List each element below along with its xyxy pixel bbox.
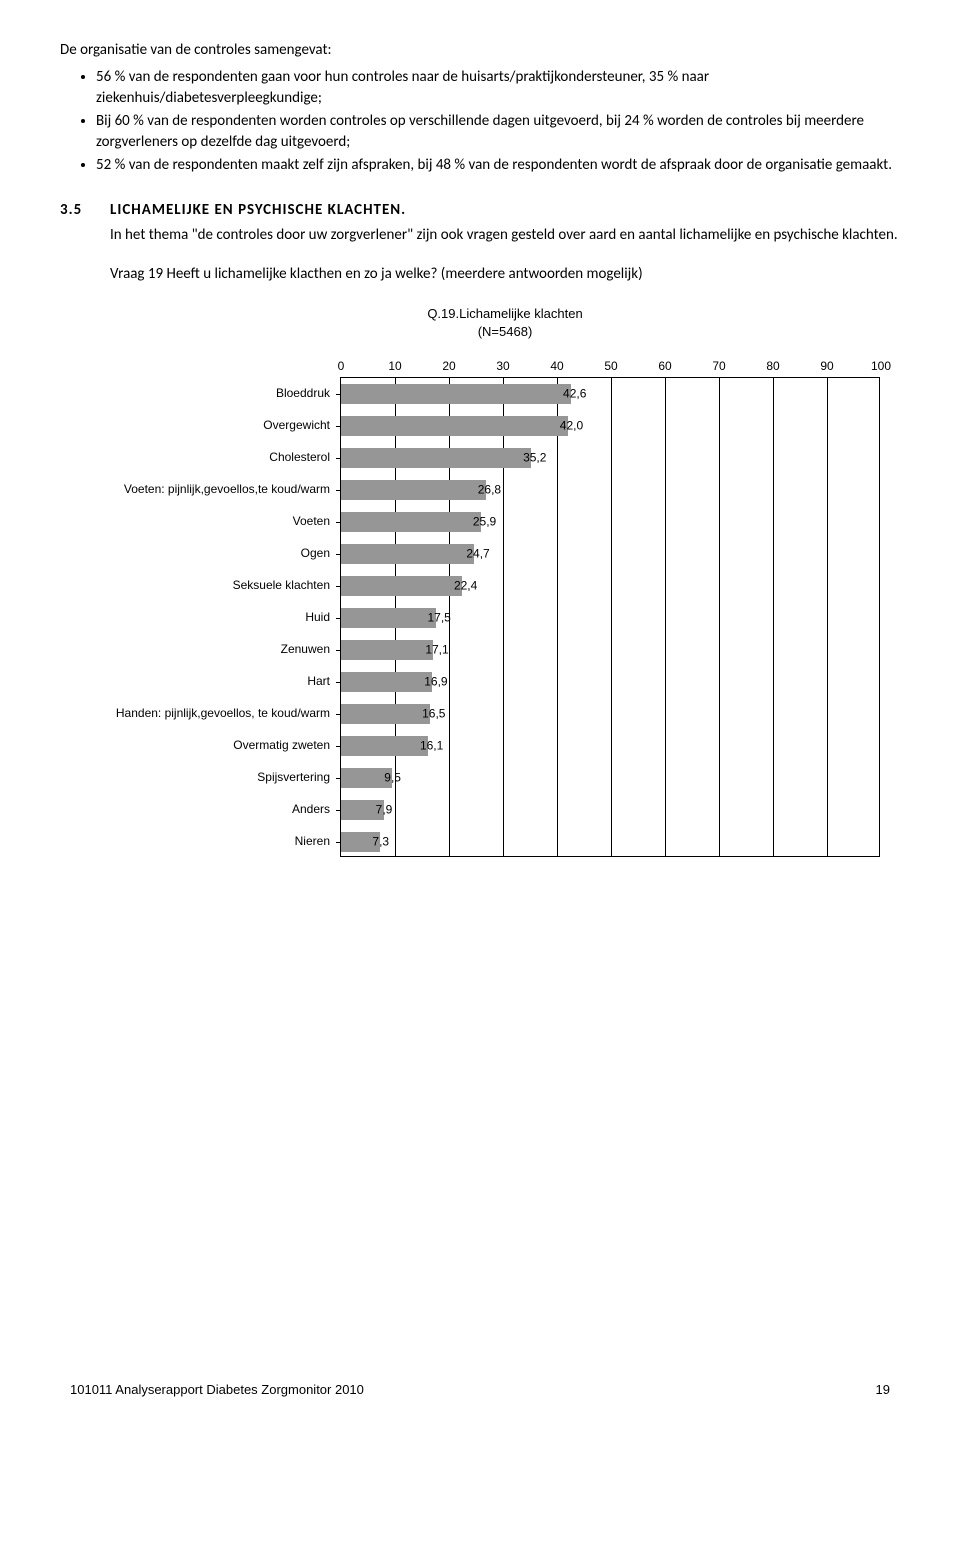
gridline — [665, 378, 666, 856]
bar-value-label: 16,5 — [422, 706, 445, 723]
bar-value-label: 17,1 — [425, 642, 448, 659]
bar-label: Hart — [110, 665, 330, 697]
bar-label: Voeten — [110, 505, 330, 537]
section-title: LICHAMELIJKE EN PSYCHISCHE KLACHTEN. — [110, 200, 406, 221]
section-number: 3.5 — [60, 200, 110, 221]
bar-label: Overmatig zweten — [110, 729, 330, 761]
x-tick-label: 0 — [338, 358, 345, 375]
bar: 7,9 — [341, 800, 384, 820]
bar-label: Nieren — [110, 825, 330, 857]
bar: 35,2 — [341, 448, 531, 468]
bar-value-label: 26,8 — [478, 482, 501, 499]
gridline — [611, 378, 612, 856]
chart-title: Q.19.Lichamelijke klachten (N=5468) — [110, 305, 900, 341]
bar: 16,1 — [341, 736, 428, 756]
intro-text: De organisatie van de controles samengev… — [60, 40, 900, 61]
bar-value-label: 16,9 — [424, 674, 447, 691]
bar-value-label: 7,9 — [376, 802, 393, 819]
bar: 25,9 — [341, 512, 481, 532]
bar: 22,4 — [341, 576, 462, 596]
bar-value-label: 42,6 — [563, 386, 586, 403]
bar: 42,6 — [341, 384, 571, 404]
x-tick-label: 50 — [604, 358, 617, 375]
x-tick-label: 10 — [388, 358, 401, 375]
bar-label: Anders — [110, 793, 330, 825]
bar-label: Bloeddruk — [110, 377, 330, 409]
gridline — [827, 378, 828, 856]
bar-label: Overgewicht — [110, 409, 330, 441]
bar: 7,3 — [341, 832, 380, 852]
gridline — [719, 378, 720, 856]
footer-left: 101011 Analyserapport Diabetes Zorgmonit… — [70, 1381, 364, 1399]
bullet-item: Bij 60 % van de respondenten worden cont… — [96, 111, 900, 153]
question-text: Vraag 19 Heeft u lichamelijke klacthen e… — [110, 264, 900, 285]
bar-value-label: 9,5 — [384, 770, 401, 787]
bar-chart: 010203040506070809010042,642,035,226,825… — [110, 351, 880, 861]
x-tick-label: 30 — [496, 358, 509, 375]
chart-container: Q.19.Lichamelijke klachten (N=5468) 0 10 2… — [110, 305, 900, 861]
bar-label: Cholesterol — [110, 441, 330, 473]
section-header: 3.5 LICHAMELIJKE EN PSYCHISCHE KLACHTEN. — [60, 200, 900, 221]
bar: 16,9 — [341, 672, 432, 692]
bar-label: Ogen — [110, 537, 330, 569]
bar-value-label: 22,4 — [454, 578, 477, 595]
bar: 42,0 — [341, 416, 568, 436]
bar-value-label: 17,5 — [428, 610, 451, 627]
chart-title-line2: (N=5468) — [478, 324, 533, 339]
gridline — [773, 378, 774, 856]
x-tick-label: 40 — [550, 358, 563, 375]
bar-label: Handen: pijnlijk,gevoellos, te koud/warm — [110, 697, 330, 729]
bar-value-label: 16,1 — [420, 738, 443, 755]
bar: 9,5 — [341, 768, 392, 788]
bullet-list: 56 % van de respondenten gaan voor hun c… — [96, 67, 900, 176]
bar: 16,5 — [341, 704, 430, 724]
x-tick-label: 100 — [871, 358, 891, 375]
bar-value-label: 35,2 — [523, 450, 546, 467]
bar: 26,8 — [341, 480, 486, 500]
bar-value-label: 25,9 — [473, 514, 496, 531]
bar-label: Voeten: pijnlijk,gevoellos,te koud/warm — [110, 473, 330, 505]
bar-label: Huid — [110, 601, 330, 633]
bullet-item: 56 % van de respondenten gaan voor hun c… — [96, 67, 900, 109]
x-axis-ticks: 0102030405060708090100 — [341, 358, 879, 376]
bar: 24,7 — [341, 544, 474, 564]
x-tick-label: 70 — [712, 358, 725, 375]
page-footer: 101011 Analyserapport Diabetes Zorgmonit… — [60, 1381, 900, 1399]
chart-plot-area: 010203040506070809010042,642,035,226,825… — [340, 377, 880, 857]
bar-label: Zenuwen — [110, 633, 330, 665]
footer-right: 19 — [876, 1381, 890, 1399]
section-body: In het thema "de controles door uw zorgv… — [110, 225, 900, 246]
bar-value-label: 42,0 — [560, 418, 583, 435]
gridline — [557, 378, 558, 856]
bar-value-label: 7,3 — [372, 834, 389, 851]
bar-label: Seksuele klachten — [110, 569, 330, 601]
bar-label: Spijsvertering — [110, 761, 330, 793]
bullet-item: 52 % van de respondenten maakt zelf zijn… — [96, 155, 900, 176]
chart-title-line1: Q.19.Lichamelijke klachten — [427, 306, 582, 321]
bar: 17,1 — [341, 640, 433, 660]
x-tick-label: 20 — [442, 358, 455, 375]
bar: 17,5 — [341, 608, 436, 628]
x-tick-label: 60 — [658, 358, 671, 375]
x-tick-label: 80 — [766, 358, 779, 375]
bar-value-label: 24,7 — [466, 546, 489, 563]
x-tick-label: 90 — [820, 358, 833, 375]
